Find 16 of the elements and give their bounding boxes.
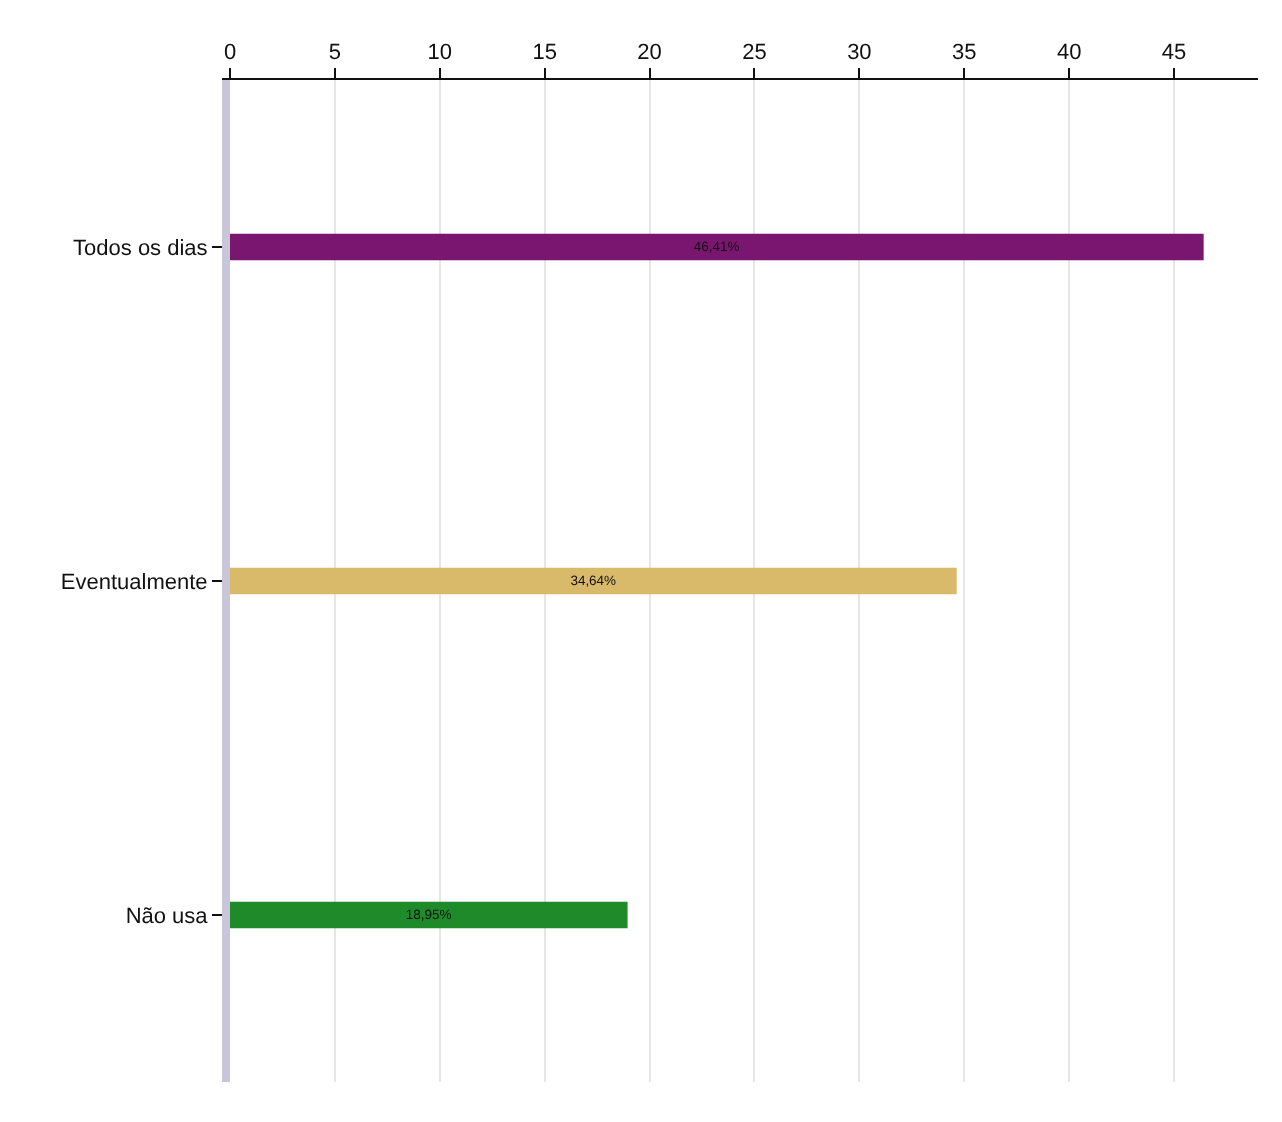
y-tick-label: Não usa [125, 904, 210, 929]
y-tick-label: Eventualmente [60, 570, 208, 595]
x-tick-label: 35 [952, 41, 977, 66]
x-tick-label: 25 [742, 41, 767, 66]
x-tick-label: 40 [1056, 41, 1082, 66]
x-tick-label: 30 [847, 41, 872, 66]
y-tick-label: Todos os dias [73, 236, 209, 261]
x-tick-label: 0 [223, 41, 237, 66]
bar [230, 233, 1204, 261]
bar [230, 901, 628, 929]
x-tick-label: 15 [532, 41, 557, 66]
x-tick-label: 10 [427, 41, 453, 66]
x-tick-label: 5 [328, 41, 342, 66]
x-tick-label: 20 [637, 41, 662, 66]
bar [230, 567, 957, 595]
x-tick-label: 45 [1161, 41, 1187, 66]
